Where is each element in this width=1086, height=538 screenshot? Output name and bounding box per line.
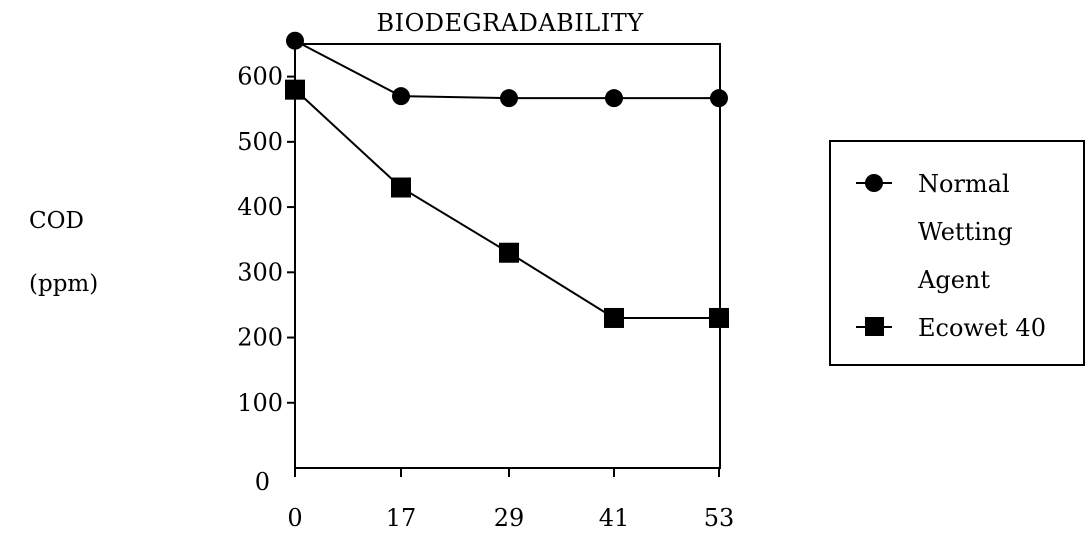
legend-label: Normal — [918, 170, 1010, 198]
x-tick-label: 0 — [287, 504, 302, 532]
x-tick-label: 53 — [704, 504, 735, 532]
data-point-square — [499, 242, 519, 263]
data-point-square — [709, 307, 729, 328]
x-tick-label: 29 — [494, 504, 525, 532]
legend-marker-square — [865, 317, 884, 336]
y-tick-label: 0 — [255, 468, 270, 496]
y-tick-label: 100 — [237, 389, 283, 417]
data-point-square — [391, 177, 411, 198]
data-point-circle — [286, 31, 304, 50]
legend-marker-circle — [865, 174, 883, 192]
y-tick-label: 200 — [237, 324, 283, 352]
y-axis-label-line: (ppm) — [29, 271, 98, 297]
plot-frame — [294, 43, 721, 469]
legend: Normal Wetting Agent Ecowet 40 — [829, 140, 1085, 366]
data-point-square — [285, 79, 305, 100]
chart-title: BIODEGRADABILITY — [376, 9, 644, 37]
legend-label: Ecowet 40 — [918, 314, 1046, 342]
series-layer — [285, 31, 729, 328]
data-point-circle — [500, 89, 518, 108]
y-tick-label: 300 — [237, 258, 283, 286]
legend-label: Agent — [917, 266, 990, 294]
data-point-circle — [392, 87, 410, 106]
y-axis-label-line: COD — [29, 208, 84, 234]
data-point-circle — [605, 89, 623, 108]
y-tick-label: 400 — [237, 193, 283, 221]
legend-label: Wetting — [918, 218, 1013, 246]
y-axis-label: COD (ppm) — [29, 208, 98, 297]
y-tick-label: 500 — [237, 128, 283, 156]
data-point-circle — [710, 89, 728, 108]
x-tick-label: 17 — [386, 504, 417, 532]
x-axis: 0 17 29 41 53 — [287, 468, 734, 532]
series-line-2 — [294, 88, 719, 319]
y-axis: 0 100 200 300 400 500 600 — [237, 63, 295, 496]
x-tick-label: 41 — [599, 504, 630, 532]
y-tick-label: 600 — [237, 63, 283, 91]
data-point-square — [604, 307, 624, 328]
